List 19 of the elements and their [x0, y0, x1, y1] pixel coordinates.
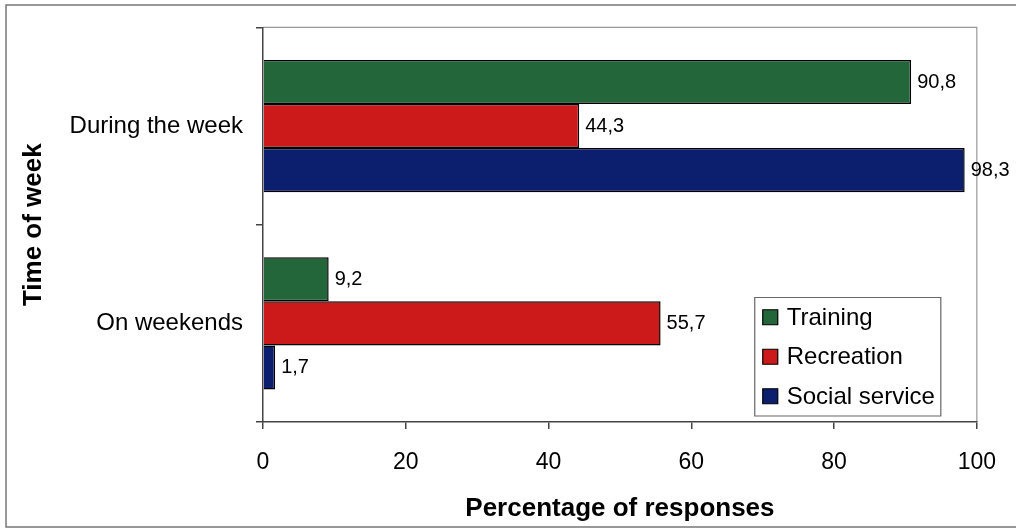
data-label: 44,3: [585, 113, 625, 136]
data-label: 90,8: [917, 69, 957, 92]
data-label: 9,2: [334, 266, 363, 289]
data-label: 98,3: [970, 157, 1010, 180]
x-tick-label: 0: [256, 448, 270, 475]
data-label: 1,7: [281, 354, 309, 377]
data-label: 55,7: [666, 310, 706, 333]
x-tick-label: 80: [821, 448, 847, 475]
y-axis-title: Time of week: [16, 142, 47, 307]
y-tick-label: During the week: [69, 110, 244, 138]
x-axis-title: Percentage of responses: [465, 491, 775, 522]
y-tick-label: On weekends: [96, 307, 243, 335]
legend-label: Social service: [786, 381, 935, 409]
x-tick-label: 100: [957, 448, 996, 475]
legend-label: Recreation: [786, 342, 903, 370]
x-tick-label: 60: [678, 448, 705, 475]
x-tick-label: 40: [535, 448, 562, 475]
legend-label: Training: [786, 302, 873, 330]
x-tick-label: 20: [392, 448, 419, 475]
